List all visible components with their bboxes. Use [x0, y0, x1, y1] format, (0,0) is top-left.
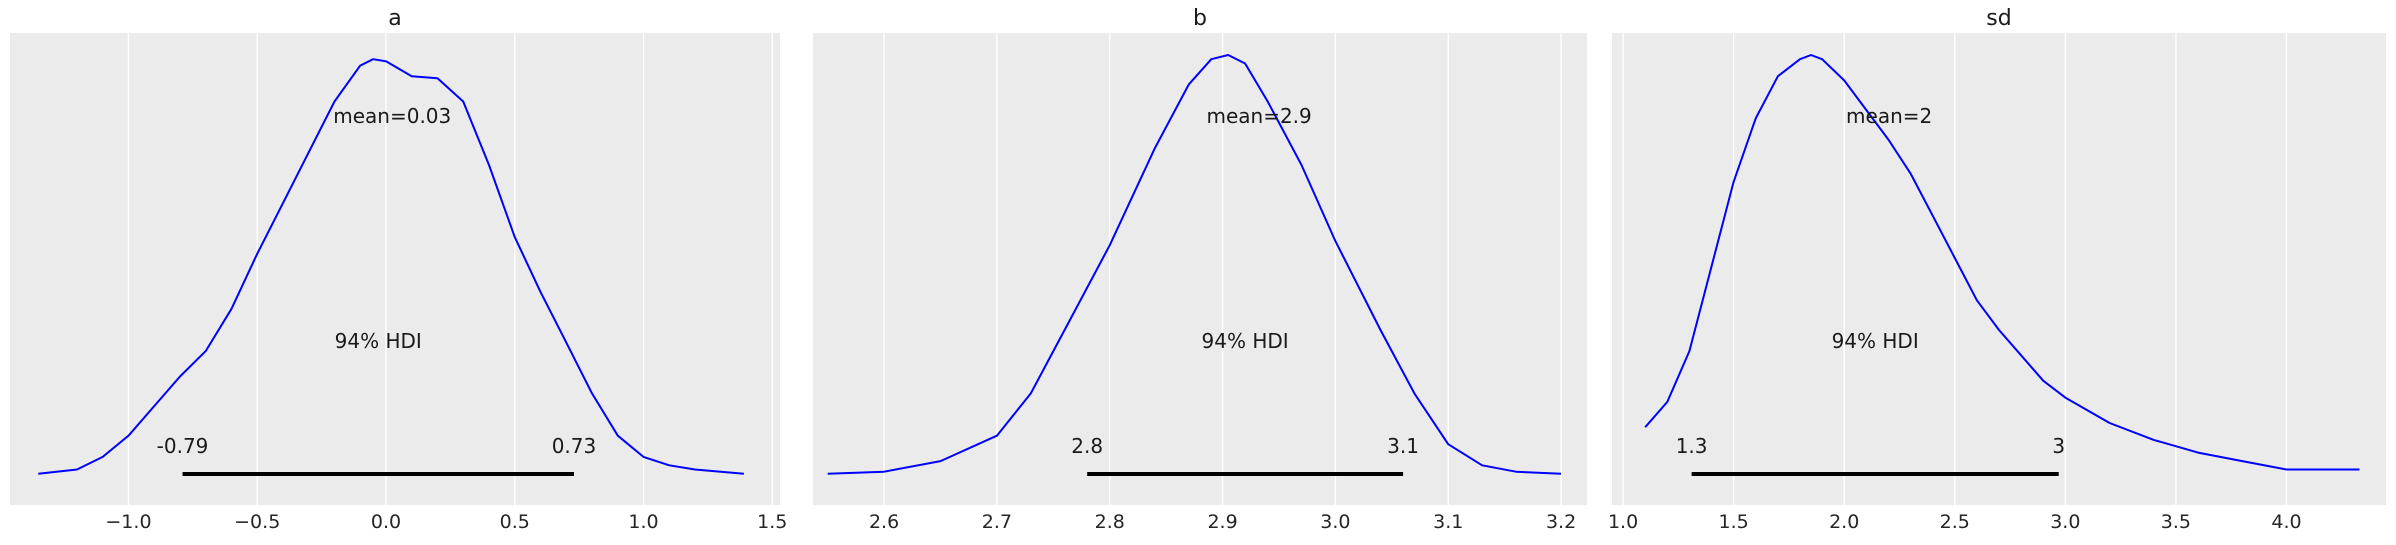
x-tick-label: 2.5: [1940, 511, 1970, 533]
panel-1: a −1.0 −0.5 0.0 0.5 1.0 1.5 -0.79 0.73 mean=0.03 9…: [10, 6, 787, 533]
x-tick-label: 0.0: [371, 511, 401, 533]
hdi-low-label: 2.8: [1071, 434, 1103, 458]
x-tick-label: 3.0: [2050, 511, 2080, 533]
x-tick-label: 3.0: [1320, 511, 1350, 533]
mean-label: mean=2.9: [1206, 104, 1311, 128]
x-tick-label: −0.5: [234, 511, 280, 533]
x-tick-label: 3.1: [1433, 511, 1463, 533]
x-tick-label: −1.0: [105, 511, 151, 533]
x-tick-label: 3.2: [1546, 511, 1576, 533]
hdi-label: 94% HDI: [1832, 329, 1919, 353]
x-tick-label: 1.0: [1608, 511, 1638, 533]
hdi-high-label: 3: [2052, 434, 2065, 458]
panel-3: sd 1.0 1.5 2.0 2.5 3.0 3.5 4.0 1.3 3 mean=2 94% HDI: [1608, 6, 2386, 533]
x-tick-label: 2.0: [1829, 511, 1859, 533]
hdi-label: 94% HDI: [335, 329, 422, 353]
x-tick-label: 1.0: [628, 511, 658, 533]
hdi-label: 94% HDI: [1202, 329, 1289, 353]
x-tick-label: 0.5: [500, 511, 530, 533]
panel-background: [1612, 33, 2386, 505]
panel-2: b 2.6 2.7 2.8 2.9 3.0 3.1 3.2 2.8 3.1 mean=2.9 94% …: [813, 6, 1587, 533]
panel-title: a: [388, 6, 401, 31]
x-tick-label: 1.5: [757, 511, 787, 533]
panel-title: b: [1193, 6, 1207, 31]
x-tick-label: 2.7: [982, 511, 1012, 533]
x-tick-label: 2.8: [1095, 511, 1125, 533]
hdi-high-label: 0.73: [552, 434, 597, 458]
x-tick-label: 4.0: [2271, 511, 2301, 533]
panel-title: sd: [1986, 6, 2011, 31]
hdi-high-label: 3.1: [1387, 434, 1419, 458]
x-tick-label: 1.5: [1719, 511, 1749, 533]
density-curve: [827, 54, 1562, 475]
x-tick-label: 2.6: [869, 511, 899, 533]
hdi-low-label: 1.3: [1676, 434, 1708, 458]
hdi-low-label: -0.79: [157, 434, 209, 458]
panel-background: [813, 33, 1587, 505]
panel-background: [10, 33, 780, 505]
x-tick-label: 3.5: [2161, 511, 2191, 533]
mean-label: mean=2: [1846, 104, 1932, 128]
x-tick-label: 2.9: [1207, 511, 1237, 533]
density-curve: [1644, 54, 2360, 471]
density-curve: [38, 58, 744, 475]
mean-label: mean=0.03: [333, 104, 451, 128]
